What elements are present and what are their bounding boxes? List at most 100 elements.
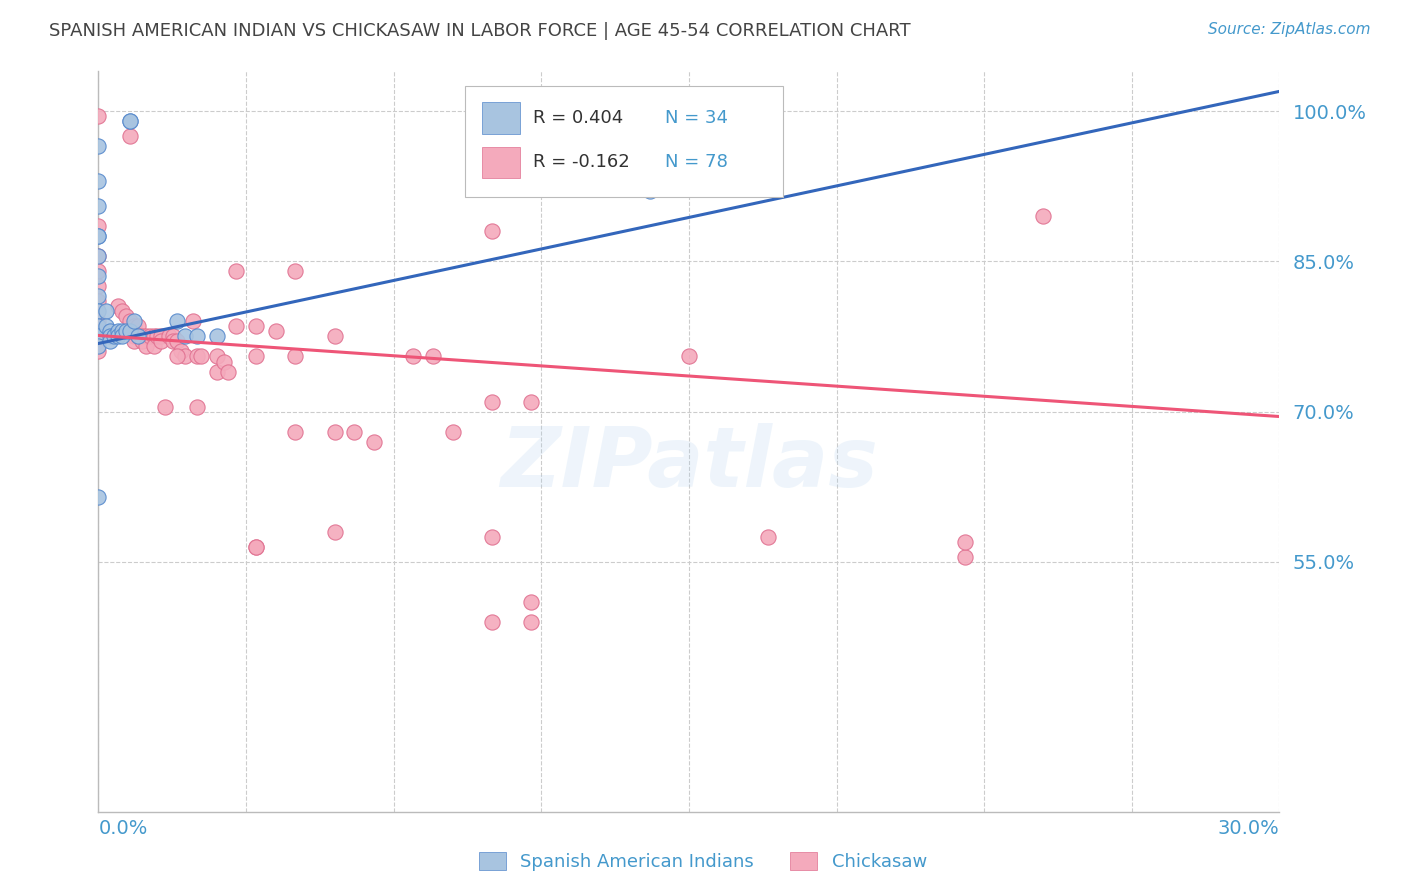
Point	[142, 329, 165, 343]
Point	[87, 139, 110, 153]
Point	[166, 334, 188, 349]
Point	[638, 185, 661, 199]
Point	[186, 329, 208, 343]
Point	[135, 329, 157, 343]
Point	[481, 139, 503, 153]
Point	[118, 325, 141, 339]
Text: Source: ZipAtlas.com: Source: ZipAtlas.com	[1208, 22, 1371, 37]
Point	[118, 129, 141, 144]
Point	[678, 350, 700, 364]
Text: R = -0.162: R = -0.162	[533, 153, 630, 171]
Point	[284, 350, 307, 364]
Point	[87, 250, 110, 264]
Point	[190, 350, 212, 364]
Point	[118, 114, 141, 128]
Point	[422, 350, 444, 364]
Point	[87, 199, 110, 213]
Point	[138, 329, 160, 343]
Point	[111, 329, 134, 343]
Point	[87, 250, 110, 264]
Point	[87, 229, 110, 244]
Point	[481, 394, 503, 409]
Point	[953, 534, 976, 549]
Point	[155, 400, 177, 414]
Point	[87, 319, 110, 334]
Point	[131, 334, 153, 349]
Point	[162, 329, 184, 343]
Point	[166, 350, 188, 364]
Point	[520, 615, 543, 629]
Point	[127, 329, 149, 343]
Point	[186, 350, 208, 364]
Point	[225, 319, 247, 334]
Point	[107, 300, 129, 314]
Text: ZIPatlas: ZIPatlas	[501, 423, 877, 504]
Point	[217, 364, 239, 378]
Point	[264, 325, 287, 339]
Point	[96, 304, 118, 318]
Point	[363, 434, 385, 449]
Point	[245, 540, 267, 554]
Point	[323, 524, 346, 539]
Point	[122, 319, 145, 334]
Point	[162, 334, 184, 349]
Point	[98, 334, 121, 349]
Text: 30.0%: 30.0%	[1218, 819, 1279, 838]
Point	[441, 425, 464, 439]
Text: R = 0.404: R = 0.404	[533, 109, 623, 127]
Point	[135, 339, 157, 353]
Point	[131, 329, 153, 343]
Point	[402, 350, 425, 364]
Point	[87, 289, 110, 303]
Point	[87, 279, 110, 293]
Point	[87, 344, 110, 359]
Point	[481, 615, 503, 629]
Point	[284, 425, 307, 439]
Text: SPANISH AMERICAN INDIAN VS CHICKASAW IN LABOR FORCE | AGE 45-54 CORRELATION CHAR: SPANISH AMERICAN INDIAN VS CHICKASAW IN …	[49, 22, 911, 40]
Text: 0.0%: 0.0%	[98, 819, 148, 838]
Point	[157, 329, 180, 343]
Point	[174, 350, 197, 364]
Point	[150, 334, 173, 349]
FancyBboxPatch shape	[464, 87, 783, 197]
Point	[103, 329, 125, 343]
Point	[245, 350, 267, 364]
Point	[115, 310, 138, 324]
Point	[87, 490, 110, 504]
Point	[87, 314, 110, 328]
Point	[225, 264, 247, 278]
FancyBboxPatch shape	[482, 147, 520, 178]
Point	[186, 400, 208, 414]
Point	[481, 224, 503, 238]
Point	[150, 329, 173, 343]
Point	[87, 319, 110, 334]
Point	[87, 174, 110, 188]
Point	[111, 304, 134, 318]
Point	[756, 530, 779, 544]
Text: N = 34: N = 34	[665, 109, 728, 127]
Point	[98, 325, 121, 339]
Point	[214, 354, 236, 368]
Legend: Spanish American Indians, Chickasaw: Spanish American Indians, Chickasaw	[471, 845, 935, 879]
Point	[87, 334, 110, 349]
Point	[118, 114, 141, 128]
Point	[343, 425, 366, 439]
Point	[481, 530, 503, 544]
Point	[115, 325, 138, 339]
Point	[107, 325, 129, 339]
Point	[87, 264, 110, 278]
Point	[323, 425, 346, 439]
Point	[174, 329, 197, 343]
Point	[245, 319, 267, 334]
Point	[205, 329, 228, 343]
Point	[87, 269, 110, 284]
Point	[122, 329, 145, 343]
Point	[205, 350, 228, 364]
Point	[118, 314, 141, 328]
Point	[205, 364, 228, 378]
Point	[127, 329, 149, 343]
Point	[96, 319, 118, 334]
Point	[284, 264, 307, 278]
Point	[87, 294, 110, 309]
Point	[520, 594, 543, 608]
